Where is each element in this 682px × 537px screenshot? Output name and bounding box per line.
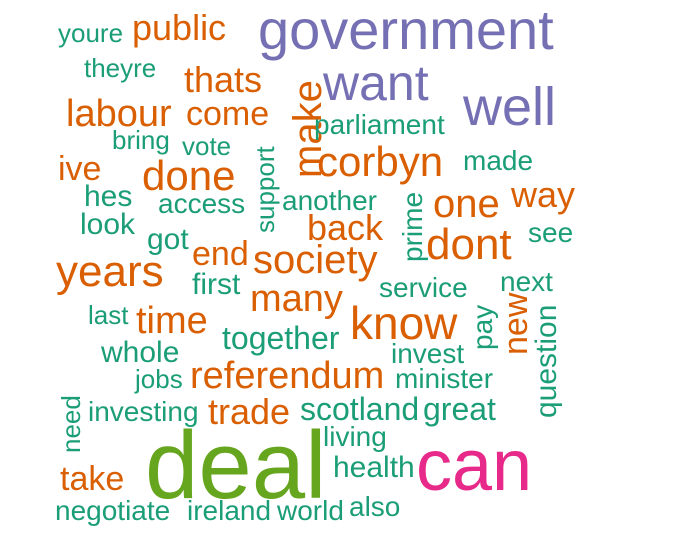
word-labour: labour — [66, 93, 172, 135]
word-first: first — [192, 268, 241, 301]
word-ireland: ireland — [187, 495, 272, 526]
word-public: public — [132, 7, 227, 48]
word-well: well — [463, 77, 557, 137]
word-youre: youre — [58, 18, 124, 48]
word-investing: investing — [88, 396, 199, 427]
word-world: world — [277, 495, 344, 526]
word-way: way — [511, 174, 576, 215]
word-need: need — [56, 395, 86, 453]
word-health: health — [333, 451, 415, 484]
word-support: support — [250, 146, 280, 233]
word-also: also — [349, 491, 401, 522]
word-deal: deal — [145, 412, 327, 519]
word-time: time — [136, 300, 208, 342]
word-access: access — [158, 188, 246, 219]
word-invest: invest — [391, 338, 465, 369]
word-corbyn: corbyn — [317, 138, 444, 185]
word-society: society — [253, 238, 378, 282]
word-scotland: scotland — [300, 391, 420, 427]
word-theyre: theyre — [84, 53, 157, 83]
word-prime: prime — [397, 191, 428, 262]
word-end: end — [192, 235, 249, 273]
word-question: question — [530, 304, 563, 418]
word-made: made — [463, 145, 534, 176]
word-trade: trade — [208, 391, 291, 432]
word-living: living — [323, 421, 387, 452]
word-look: look — [80, 208, 136, 241]
word-back: back — [307, 207, 384, 248]
word-know: know — [350, 297, 458, 349]
word-jobs: jobs — [135, 364, 183, 394]
word-thats: thats — [184, 59, 263, 100]
word-parliament: parliament — [314, 109, 445, 140]
word-pay: pay — [467, 304, 498, 350]
word-take: take — [60, 460, 125, 498]
word-vote: vote — [182, 131, 232, 161]
word-can: can — [416, 426, 533, 506]
word-together: together — [222, 320, 340, 356]
word-years: years — [56, 247, 164, 296]
word-done: done — [142, 152, 236, 199]
word-one: one — [433, 182, 500, 226]
word-great: great — [423, 391, 496, 427]
word-want: want — [323, 55, 429, 111]
word-next: next — [500, 266, 553, 297]
word-hes: hes — [84, 180, 133, 213]
word-many: many — [250, 278, 343, 320]
word-dont: dont — [426, 220, 512, 269]
word-another: another — [282, 185, 377, 216]
word-see: see — [528, 217, 574, 248]
word-government: government — [258, 0, 554, 61]
word-last: last — [88, 300, 129, 330]
word-ive: ive — [58, 150, 102, 188]
word-whole: whole — [101, 336, 180, 369]
word-come: come — [186, 95, 270, 133]
word-got: got — [147, 223, 189, 256]
word-new: new — [497, 292, 535, 355]
word-service: service — [379, 272, 468, 303]
word-bring: bring — [112, 125, 170, 155]
word-minister: minister — [395, 363, 494, 394]
word-referendum: referendum — [190, 355, 385, 397]
word-negotiate: negotiate — [55, 495, 171, 526]
